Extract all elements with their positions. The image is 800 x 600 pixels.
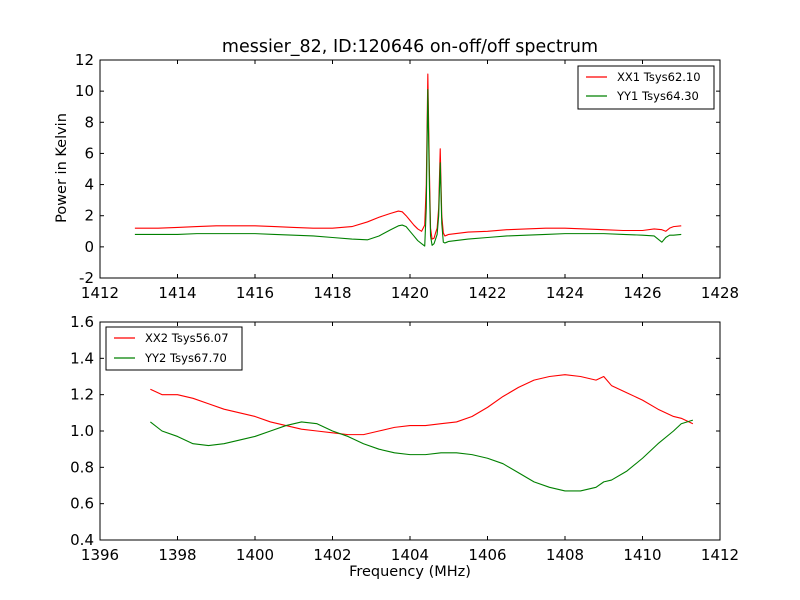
bottom-panel-frame <box>99 321 721 541</box>
top-legend-box <box>577 65 715 110</box>
bottom-panel-series <box>150 374 694 492</box>
top-panel-ticks: 1412 1414 1416 1418 1420 1422 1424 1426 1428 -2 0 2… <box>75 51 739 302</box>
bottom-ytick-label: 0.4 <box>70 531 94 549</box>
top-series-line-1 <box>134 73 682 240</box>
bottom-legend-label-xx2: XX2 Tsys56.07 <box>145 331 229 345</box>
top-ytick-label: 10 <box>75 82 94 100</box>
bottom-xtick-label: 1398 <box>158 546 196 564</box>
top-panel-title: messier_82, ID:120646 on-off/off spectru… <box>222 37 598 57</box>
top-ytick-label: 4 <box>84 176 94 194</box>
top-xtick-label: 1420 <box>391 284 429 302</box>
bottom-spectrum-panel: Frequency (MHz) 1396 1398 1400 1402 1404 1406… <box>70 313 739 580</box>
bottom-xtick-label: 1406 <box>468 546 506 564</box>
bottom-xtick-label: 1396 <box>81 546 119 564</box>
top-panel-ylabel: Power in Kelvin <box>54 113 70 223</box>
top-xtick-label: 1418 <box>313 284 351 302</box>
top-xtick-label: 1428 <box>701 284 739 302</box>
bottom-panel-ticks: 1396 1398 1400 1402 1404 1406 1408 1410 1412 0.4 0… <box>70 313 739 564</box>
top-xtick-label: 1426 <box>623 284 661 302</box>
bottom-legend-label-yy2: YY2 Tsys67.70 <box>144 351 227 365</box>
bottom-series-line-1 <box>150 374 694 436</box>
bottom-xtick-label: 1412 <box>701 546 739 564</box>
bottom-panel-legend: XX2 Tsys56.07 YY2 Tsys67.70 <box>105 326 243 371</box>
top-series-line-2 <box>134 89 682 247</box>
top-xtick-label: 1416 <box>236 284 274 302</box>
bottom-series-line-2 <box>150 419 694 492</box>
bottom-ytick-label: 1.0 <box>70 422 94 440</box>
top-ytick-label: 2 <box>84 207 94 225</box>
bottom-ytick-label: 1.6 <box>70 313 94 331</box>
top-xtick-label: 1414 <box>158 284 196 302</box>
top-ytick-label: 0 <box>84 238 94 256</box>
bottom-panel-xlabel: Frequency (MHz) <box>349 564 471 580</box>
top-spectrum-panel: messier_82, ID:120646 on-off/off spectru… <box>54 37 739 302</box>
top-ytick-label: 6 <box>84 144 94 162</box>
top-legend-label-xx1: XX1 Tsys62.10 <box>617 70 701 84</box>
top-legend-label-yy1: YY1 Tsys64.30 <box>616 89 699 103</box>
top-panel-legend: XX1 Tsys62.10 YY1 Tsys64.30 <box>577 65 715 110</box>
top-ytick-label: 8 <box>84 113 94 131</box>
top-xtick-label: 1412 <box>81 284 119 302</box>
top-ytick-label: -2 <box>79 269 94 287</box>
bottom-xtick-label: 1402 <box>313 546 351 564</box>
bottom-ytick-label: 0.8 <box>70 458 94 476</box>
bottom-legend-box <box>105 326 243 371</box>
top-panel-frame <box>99 59 721 279</box>
bottom-xtick-label: 1408 <box>546 546 584 564</box>
bottom-ytick-label: 0.6 <box>70 495 94 513</box>
top-xtick-label: 1422 <box>468 284 506 302</box>
bottom-ytick-label: 1.4 <box>70 349 94 367</box>
bottom-ytick-label: 1.2 <box>70 386 94 404</box>
bottom-xtick-label: 1400 <box>236 546 274 564</box>
top-ytick-label: 12 <box>75 51 94 69</box>
bottom-xtick-label: 1410 <box>623 546 661 564</box>
top-panel-series <box>134 73 682 247</box>
bottom-xtick-label: 1404 <box>391 546 429 564</box>
top-xtick-label: 1424 <box>546 284 584 302</box>
